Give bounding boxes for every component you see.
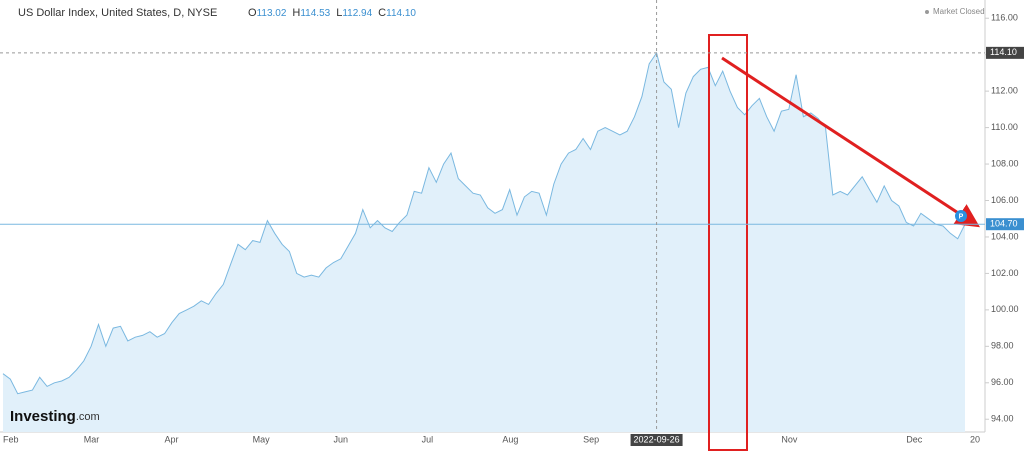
x-tick-label: Sep bbox=[583, 434, 599, 444]
y-tick-label: 104.00 bbox=[991, 231, 1019, 241]
ohlc-value: 112.94 bbox=[342, 8, 372, 19]
last-price-label: 104.70 bbox=[990, 219, 1018, 229]
ohlc-key: L bbox=[336, 7, 342, 19]
x-tick-label: Dec bbox=[906, 434, 923, 444]
logo-text: Investing bbox=[10, 408, 76, 425]
y-tick-label: 102.00 bbox=[991, 268, 1019, 278]
y-tick-label: 108.00 bbox=[991, 158, 1019, 168]
x-tick-label: 20 bbox=[970, 434, 980, 444]
x-tick-label: Aug bbox=[502, 434, 518, 444]
marker bbox=[955, 210, 967, 222]
marker-label: P bbox=[959, 213, 964, 220]
ohlc-value: 114.53 bbox=[300, 8, 330, 19]
logo-suffix: .com bbox=[76, 411, 100, 423]
last-price-box bbox=[986, 218, 1024, 231]
crosshair-date-box bbox=[630, 434, 683, 446]
x-tick-label: Mar bbox=[84, 434, 100, 444]
ohlc-key: C bbox=[378, 7, 386, 19]
ohlc-value: 114.10 bbox=[386, 8, 416, 19]
y-tick-label: 110.00 bbox=[991, 122, 1018, 132]
ohlc: O113.02 H114.53 L112.94 C114.10 bbox=[248, 7, 416, 19]
y-tick-label: 112.00 bbox=[991, 86, 1018, 96]
y-tick-label: 98.00 bbox=[991, 341, 1014, 351]
status: Market Closed bbox=[933, 7, 985, 16]
y-tick-label: 94.00 bbox=[991, 414, 1014, 424]
x-tick-label: Jun bbox=[333, 434, 348, 444]
x-tick-label: Jul bbox=[422, 434, 434, 444]
ohlc-key: H bbox=[292, 7, 300, 19]
x-tick-label: Feb bbox=[3, 434, 19, 444]
y-tick-label: 100.00 bbox=[991, 304, 1019, 314]
plot bbox=[2, 51, 966, 433]
ohlc-value: 113.02 bbox=[257, 8, 287, 19]
x-tick-label: May bbox=[253, 434, 271, 444]
area bbox=[3, 52, 965, 433]
logo: Investing.com bbox=[10, 408, 100, 425]
y-tick-label: 106.00 bbox=[991, 195, 1019, 205]
trend-arrow bbox=[721, 56, 981, 228]
chart-title: US Dollar Index, United States, D, NYSE bbox=[18, 7, 217, 19]
line bbox=[2, 51, 966, 395]
status-dot bbox=[925, 10, 929, 14]
crosshair-price-box bbox=[986, 46, 1024, 59]
x-tick-label: Apr bbox=[165, 434, 179, 444]
crosshair-date-label: 2022-09-26 bbox=[634, 434, 680, 444]
crosshair-price-label: 114.10 bbox=[990, 47, 1017, 57]
x-tick-label: Nov bbox=[781, 434, 798, 444]
y-tick-label: 96.00 bbox=[991, 377, 1014, 387]
highlight-box bbox=[708, 34, 748, 451]
ohlc-key: O bbox=[248, 7, 257, 19]
y-tick-label: 116.00 bbox=[991, 13, 1018, 23]
